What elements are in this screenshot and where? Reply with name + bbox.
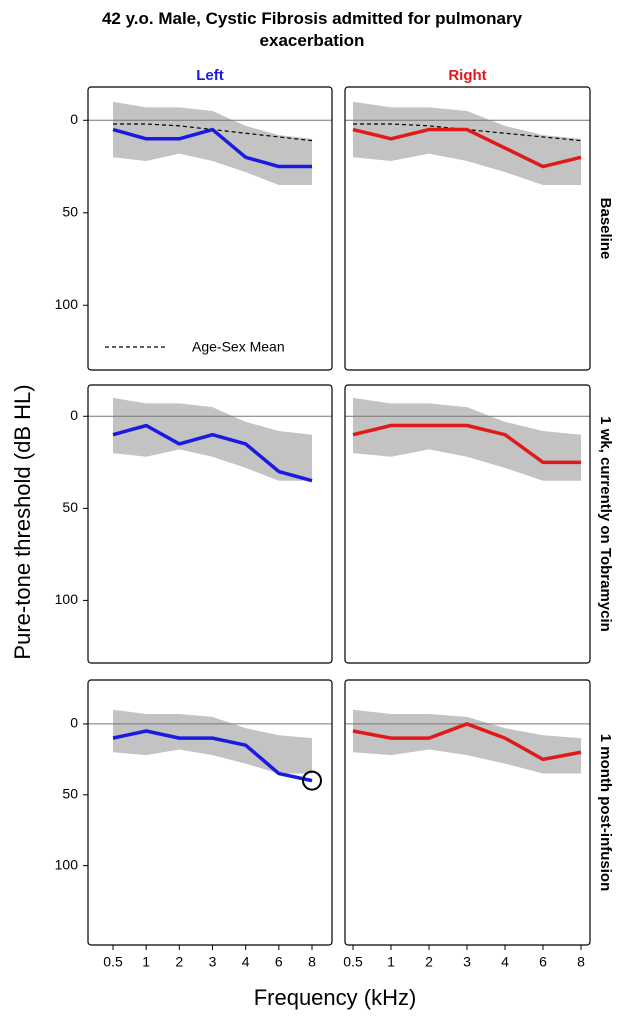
column-header: Right: [448, 67, 486, 84]
normal-range-band: [353, 709, 581, 774]
threshold-line: [352, 722, 582, 762]
x-tick-label: 8: [577, 954, 585, 970]
threshold-line: [112, 423, 313, 483]
normal-range-band: [353, 101, 581, 186]
highlight-circle: [302, 770, 322, 791]
column-header: Left: [196, 67, 224, 84]
x-tick-label: 1: [387, 954, 395, 970]
y-tick-label: 100: [55, 591, 79, 607]
panel-frame: [344, 86, 591, 371]
panel-frame: [87, 384, 333, 664]
y-tick-label: 50: [62, 203, 78, 219]
x-tick-label: 3: [209, 954, 217, 970]
x-tick-label: 3: [463, 954, 471, 970]
y-tick-label: 0: [70, 715, 78, 731]
x-axis-label: Frequency (kHz): [254, 985, 417, 1010]
x-tick-label: 0.5: [343, 954, 363, 970]
row-label: Baseline: [597, 198, 614, 260]
x-tick-label: 6: [539, 954, 547, 970]
y-axis-label: Pure-tone threshold (dB HL): [10, 384, 35, 659]
y-tick-label: 0: [70, 111, 78, 127]
x-tick-label: 1: [142, 954, 150, 970]
x-tick-label: 0.5: [103, 954, 123, 970]
threshold-line: [112, 127, 312, 169]
normal-range-band: [113, 709, 312, 774]
normal-range-band: [353, 397, 581, 481]
x-tick-label: 6: [275, 954, 283, 970]
legend-label: Age-Sex Mean: [192, 339, 285, 355]
chart-title: 42 y.o. Male, Cystic Fibrosis admitted f…: [102, 9, 523, 28]
row-label: 1 wk, currently on Tobramycin: [597, 416, 614, 632]
x-tick-label: 2: [425, 954, 433, 970]
y-tick-label: 50: [62, 499, 78, 515]
x-tick-label: 4: [242, 954, 250, 970]
chart-title: exacerbation: [260, 31, 365, 50]
normal-range-band: [113, 101, 312, 186]
x-tick-label: 4: [501, 954, 509, 970]
panel-frame: [87, 86, 333, 371]
y-tick-label: 100: [55, 296, 79, 312]
threshold-line: [352, 423, 581, 465]
y-tick-label: 50: [62, 785, 78, 801]
row-label: 1 month post-infusion: [597, 734, 614, 891]
threshold-line: [352, 127, 582, 169]
y-tick-label: 0: [70, 407, 78, 423]
x-tick-label: 8: [308, 954, 316, 970]
x-tick-label: 2: [175, 954, 183, 970]
panel-frame: [344, 384, 591, 664]
threshold-line: [112, 729, 313, 783]
y-tick-label: 100: [55, 856, 79, 872]
panel-frame: [87, 679, 333, 946]
normal-range-band: [113, 397, 312, 481]
